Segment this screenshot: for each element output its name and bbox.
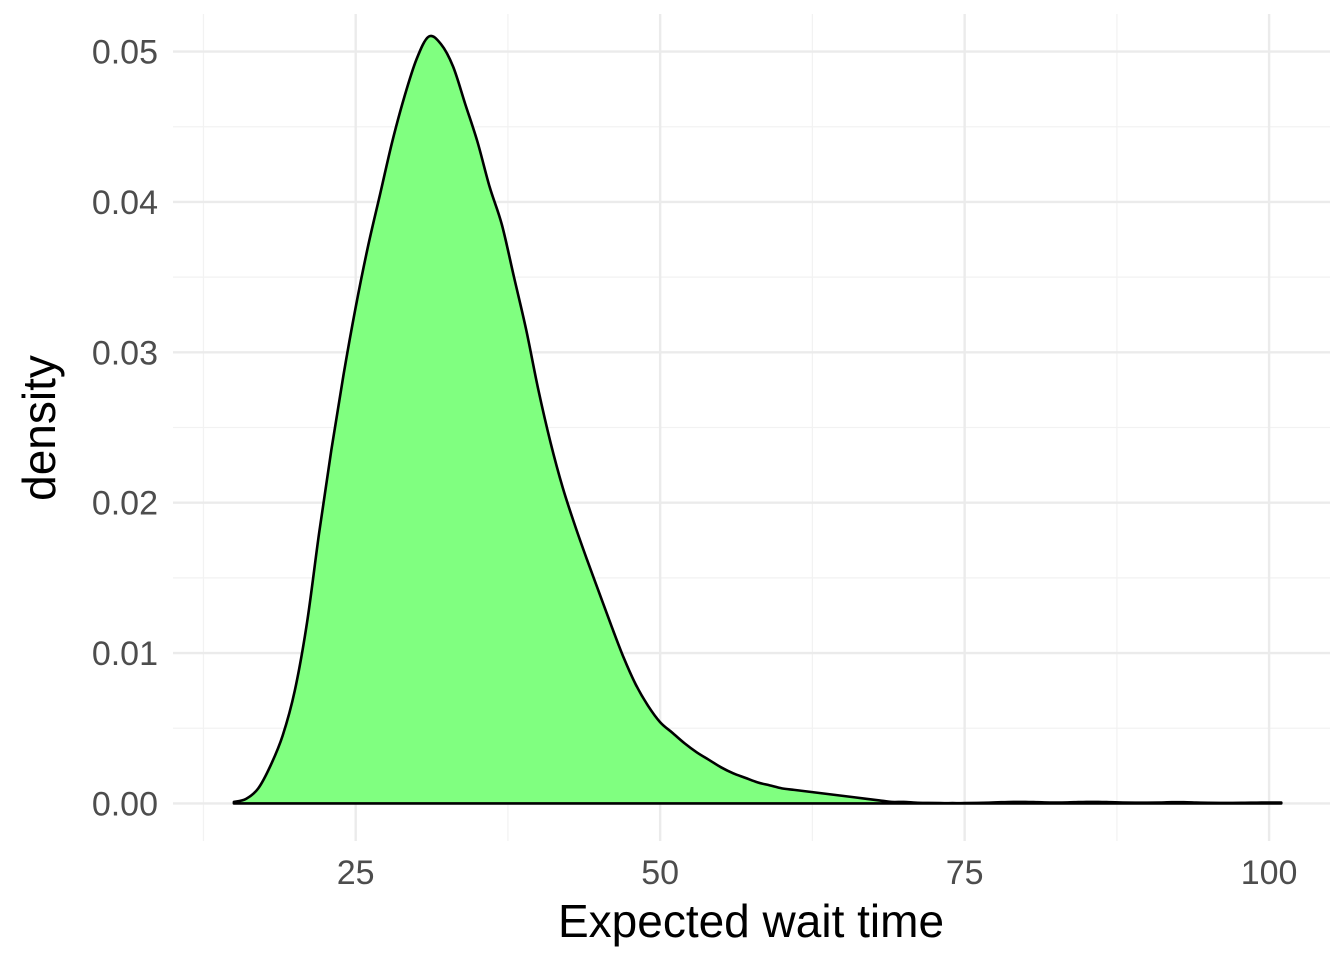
x-axis-title: Expected wait time <box>558 895 944 947</box>
density-outline <box>232 34 1283 805</box>
x-tick-label: 25 <box>337 854 375 892</box>
x-tick-label: 100 <box>1241 854 1298 892</box>
y-axis-ticks: 0.00 0.01 0.02 0.03 0.04 0.05 <box>92 34 158 824</box>
x-axis-ticks: 25 50 75 100 <box>337 854 1298 892</box>
density-series <box>232 34 1283 805</box>
y-tick-label: 0.03 <box>92 334 158 372</box>
x-tick-label: 50 <box>641 854 679 892</box>
y-tick-label: 0.05 <box>92 34 158 72</box>
y-tick-label: 0.00 <box>92 785 158 823</box>
y-axis-title: density <box>13 355 65 501</box>
x-tick-label: 75 <box>946 854 984 892</box>
y-tick-label: 0.02 <box>92 485 158 523</box>
y-tick-label: 0.01 <box>92 635 158 673</box>
density-area <box>233 35 1282 804</box>
y-tick-label: 0.04 <box>92 184 158 222</box>
